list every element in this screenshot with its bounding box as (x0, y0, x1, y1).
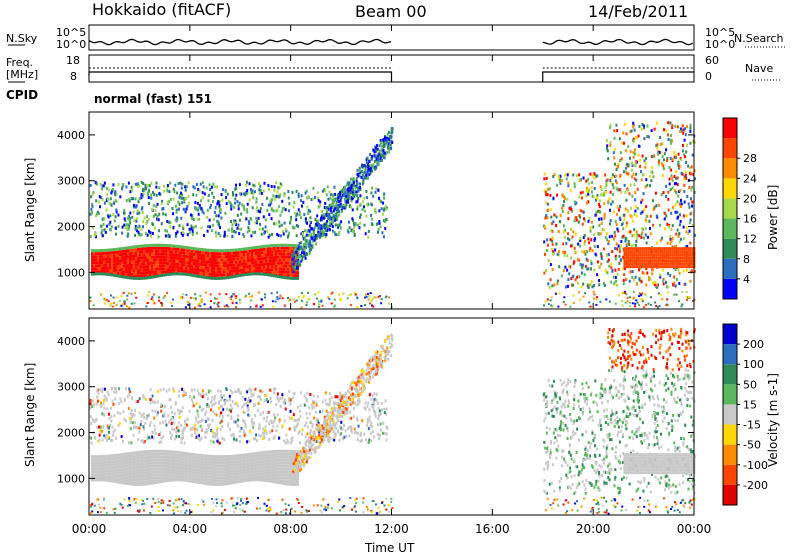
freq-trace-late (543, 72, 694, 82)
velocity-colorbar-label: -50 (743, 439, 761, 452)
power-colorbar-segment (723, 158, 737, 178)
power-colorbar-segment (723, 279, 737, 299)
velocity-colorbar-segment (723, 324, 737, 344)
power-colorbar-segment (723, 219, 737, 239)
power-colorbar-segment (723, 198, 737, 218)
power-colorbar-segment (723, 118, 737, 138)
velocity-colorbar-label: -200 (743, 479, 768, 492)
velocity-colorbar-segment (723, 445, 737, 465)
velocity-colorbar-segment (723, 465, 737, 485)
velocity-colorbar-segment (723, 384, 737, 404)
velocity-colorbar-label: 50 (743, 378, 757, 391)
velocity-colorbar-label: 100 (743, 358, 764, 371)
power-ytick-label: 3000 (57, 175, 85, 188)
nsky-trace (89, 39, 391, 44)
x-tick-label: 16:00 (475, 522, 510, 536)
velocity-colorbar-segment (723, 425, 737, 445)
power-colorbar-segment (723, 239, 737, 259)
x-tick-label: 04:00 (173, 522, 208, 536)
power-ytick-label: 4000 (57, 129, 85, 142)
x-tick-label: 00:00 (72, 522, 107, 536)
velocity-colorbar-label: -15 (743, 419, 761, 432)
power-colorbar-label: 12 (743, 233, 757, 246)
power-colorbar-segment (723, 138, 737, 158)
nsky-trace-late (543, 39, 693, 44)
power-colorbar-label: 28 (743, 152, 757, 165)
freq-trace (89, 72, 392, 82)
velocity-ytick-label: 2000 (57, 427, 85, 440)
x-tick-label: 08:00 (273, 522, 308, 536)
velocity-ytick-label: 3000 (57, 381, 85, 394)
power-colorbar-segment (723, 259, 737, 279)
velocity-ytick-label: 4000 (57, 335, 85, 348)
power-colorbar-label: 20 (743, 192, 757, 205)
power-colorbar-segment (723, 178, 737, 198)
velocity-colorbar-label: 15 (743, 398, 757, 411)
velocity-colorbar-segment (723, 485, 737, 505)
x-tick-label: 12:00 (374, 522, 409, 536)
power-ytick-label: 1000 (57, 266, 85, 279)
x-tick-label: 20:00 (576, 522, 611, 536)
velocity-colorbar-label: -100 (743, 459, 768, 472)
velocity-colorbar-segment (723, 344, 737, 364)
power-colorbar-label: 4 (743, 273, 750, 286)
power-colorbar-label: 8 (743, 253, 750, 266)
x-tick-label: 00:00 (677, 522, 712, 536)
velocity-ytick-label: 1000 (57, 472, 85, 485)
power-colorbar-label: 24 (743, 172, 757, 185)
power-colorbar-label: 16 (743, 213, 757, 226)
velocity-colorbar-segment (723, 364, 737, 384)
velocity-colorbar-label: 200 (743, 338, 764, 351)
power-ytick-label: 2000 (57, 221, 85, 234)
velocity-colorbar-segment (723, 404, 737, 424)
